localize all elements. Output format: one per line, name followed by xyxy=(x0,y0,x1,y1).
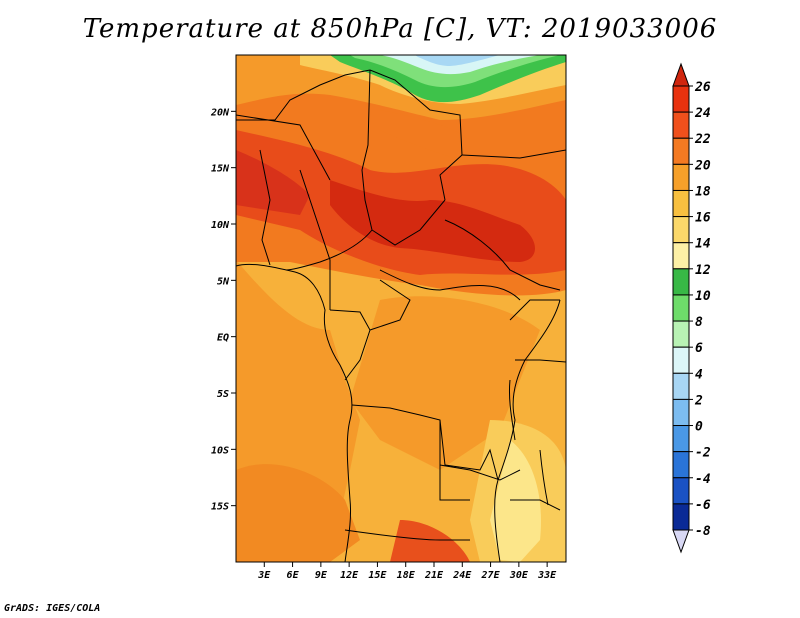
colorbar-tick-label: 16 xyxy=(695,211,711,226)
lake-malawi xyxy=(539,449,549,506)
border-congo xyxy=(369,279,411,331)
colorbar-swatch xyxy=(672,425,690,453)
colorbar-tick-label: 22 xyxy=(694,132,711,147)
colorbar-swatch xyxy=(672,242,690,270)
colorbar-tick-label: 12 xyxy=(695,263,711,278)
longitude-axis: 3E 6E 9E 12E 15E 18E 21E 24E 27E 30E 33E xyxy=(257,562,557,581)
colorbar-swatch xyxy=(672,85,690,113)
colorbar-swatch xyxy=(672,372,690,400)
colorbar-tick-label: -6 xyxy=(695,498,711,513)
border-sudan xyxy=(461,149,566,159)
border-south-sudan xyxy=(444,219,561,291)
field-se-warm xyxy=(390,520,470,562)
field-south-angola xyxy=(236,464,360,562)
lon-tick-label: 15E xyxy=(368,570,387,581)
field-sahel-detail xyxy=(380,110,470,160)
colorbar-tick-label: 20 xyxy=(694,158,711,173)
colorbar-tick-label: 26 xyxy=(694,80,711,95)
field-lake-victoria xyxy=(538,335,556,357)
map-title: Temperature at 850hPa [C], VT: 201903300… xyxy=(82,14,718,44)
lon-tick-label: 9E xyxy=(315,570,328,581)
coastline-east xyxy=(494,299,561,562)
border-zambia xyxy=(439,464,521,481)
border-tanzania xyxy=(515,359,566,363)
colorbar-tick-label: 8 xyxy=(695,315,703,330)
border-car xyxy=(285,229,373,271)
colorbar-swatch xyxy=(672,398,690,427)
field-west-hot xyxy=(236,150,310,215)
lat-tick-label: 5S xyxy=(217,389,229,400)
colorbar-top-arrow xyxy=(672,62,690,87)
lon-tick-label: 30E xyxy=(509,570,529,581)
colorbar-swatch xyxy=(672,189,690,218)
colorbar-swatch xyxy=(672,346,690,374)
border-car-drc xyxy=(379,269,521,301)
border-sahara-2 xyxy=(369,69,463,201)
colorbar-tick-label: 4 xyxy=(695,367,703,382)
colorbar-tick-label: -4 xyxy=(695,472,711,487)
lon-tick-label: 21E xyxy=(424,570,444,581)
map-frame xyxy=(235,54,567,563)
grads-credit: GrADS: IGES/COLA xyxy=(4,603,101,614)
field-core-hot xyxy=(330,180,535,262)
lat-tick-label: 15S xyxy=(211,502,229,513)
border-nigeria xyxy=(259,149,271,266)
border-drc-south xyxy=(351,404,499,481)
lat-tick-label: 15N xyxy=(211,164,230,175)
country-borders xyxy=(236,69,566,562)
latitude-axis: 20N 15N 10N 5N EQ 5S 10S 15S xyxy=(210,107,236,513)
border-uganda xyxy=(509,299,560,321)
colorbar-tick-label: 24 xyxy=(694,106,711,121)
colorbar-swatch xyxy=(672,320,690,348)
lon-tick-label: 24E xyxy=(452,570,472,581)
lat-tick-label: 10S xyxy=(211,445,229,456)
coastline-west xyxy=(236,263,353,562)
lon-tick-label: 6E xyxy=(287,570,300,581)
border-chad xyxy=(361,69,446,246)
colorbar-swatch xyxy=(672,111,690,139)
border-mozambique xyxy=(510,499,561,511)
colorbar-tick-label: 6 xyxy=(695,341,703,356)
lat-tick-label: 10N xyxy=(211,220,230,231)
colorbar-swatch xyxy=(672,294,690,322)
colorbar-tick-label: 14 xyxy=(695,237,711,252)
lon-tick-label: 27E xyxy=(481,570,501,581)
colorbar-swatch xyxy=(672,137,690,165)
lat-tick-label: 20N xyxy=(210,107,230,118)
colorbar-tick-label: 0 xyxy=(695,420,703,435)
lake-tanganyika xyxy=(509,379,516,441)
colorbar-swatch xyxy=(672,216,690,244)
field-east-cool2 xyxy=(490,440,541,562)
lat-tick-label: EQ xyxy=(217,333,229,344)
border-niger xyxy=(236,114,331,181)
border-cameroon xyxy=(299,169,331,310)
lon-tick-label: 12E xyxy=(340,570,359,581)
colorbar-swatch xyxy=(672,503,690,531)
colorbar-tick-label: -2 xyxy=(695,446,711,461)
colorbar-tick-label: 18 xyxy=(695,184,711,199)
lat-tick-label: 5N xyxy=(217,276,230,287)
colorbar-swatch xyxy=(672,451,690,479)
lon-tick-label: 18E xyxy=(397,570,416,581)
border-namibia xyxy=(344,529,470,541)
colorbar-tick-label: 2 xyxy=(694,393,703,408)
lon-tick-label: 33E xyxy=(537,570,557,581)
colorbar-swatch xyxy=(672,163,690,191)
colorbar-bottom-arrow xyxy=(672,529,690,554)
colorbar-swatch xyxy=(672,477,690,505)
colorbar-tick-label: -8 xyxy=(695,524,711,539)
colorbar-swatch xyxy=(672,268,690,296)
lon-tick-label: 3E xyxy=(257,570,271,581)
field-blue-band xyxy=(415,55,500,66)
temperature-field xyxy=(236,55,566,562)
border-angola-east xyxy=(439,420,470,501)
colorbar-tick-label: 10 xyxy=(695,289,711,304)
